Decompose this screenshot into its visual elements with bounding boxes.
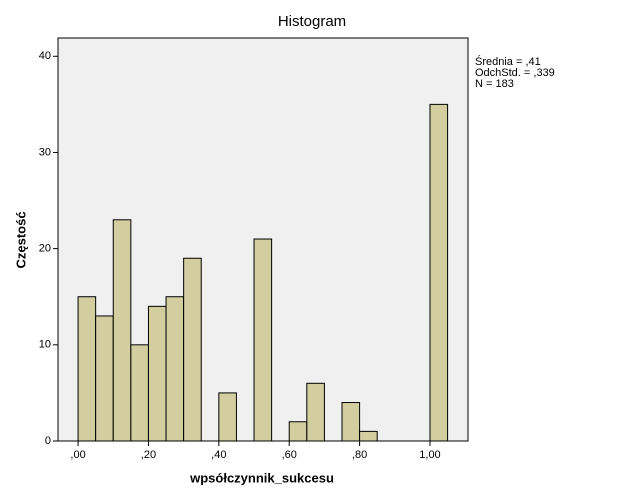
bar <box>253 238 273 442</box>
bar <box>112 219 132 442</box>
bar <box>147 305 167 442</box>
chart-title: Histogram <box>278 13 346 30</box>
x-tick-label: 1,00 <box>419 449 440 461</box>
bar <box>165 296 185 442</box>
bar <box>218 392 237 442</box>
y-axis-label: Częstość <box>13 211 28 268</box>
x-tick-label: ,00 <box>70 449 85 461</box>
stat-text: N = 183 <box>475 78 514 90</box>
stat-text: Średnia = ,41 <box>475 55 541 68</box>
bar <box>95 315 114 442</box>
bar <box>359 430 378 442</box>
x-axis-label: wpsółczynnik_sukcesu <box>189 470 334 485</box>
bar <box>306 382 325 442</box>
stat-text: OdchStd. = ,339 <box>475 67 555 79</box>
x-tick-label: ,80 <box>352 449 367 461</box>
bar <box>183 257 202 442</box>
y-tick-label: 10 <box>39 339 51 351</box>
bar <box>288 421 308 442</box>
bar <box>130 344 149 442</box>
x-tick-label: ,60 <box>282 449 297 461</box>
y-tick-label: 40 <box>39 50 51 62</box>
y-tick-label: 30 <box>39 146 51 158</box>
y-tick-label: 0 <box>45 435 51 447</box>
y-tick-label: 20 <box>39 243 51 255</box>
bar <box>341 402 361 442</box>
bar <box>77 296 97 442</box>
x-tick-label: ,40 <box>211 449 226 461</box>
bar <box>429 103 449 442</box>
x-tick-label: ,20 <box>141 449 156 461</box>
